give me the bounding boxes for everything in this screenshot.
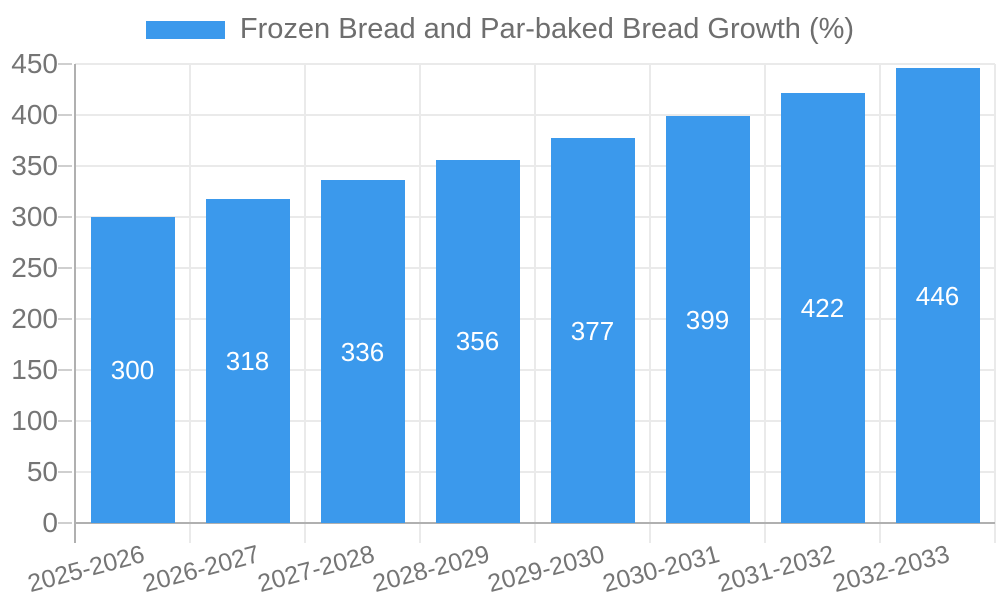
y-axis-tick xyxy=(58,420,72,422)
gridline-horizontal xyxy=(75,216,995,218)
x-axis-label: 2028-2029 xyxy=(369,540,493,599)
y-axis-tick xyxy=(58,267,72,269)
bar[interactable] xyxy=(205,198,290,523)
bar-value-label: 422 xyxy=(800,292,845,323)
x-axis-label: 2027-2028 xyxy=(254,540,378,599)
bar-value-label: 399 xyxy=(685,304,730,335)
gridline-vertical xyxy=(304,64,306,543)
y-axis-tick xyxy=(58,318,72,320)
gridline-vertical xyxy=(534,64,536,543)
legend-item[interactable]: Frozen Bread and Par-baked Bread Growth … xyxy=(145,13,855,46)
y-axis-tick xyxy=(58,471,72,473)
x-axis-line xyxy=(75,522,995,524)
bar[interactable] xyxy=(895,68,980,523)
x-axis-label: 2032-2033 xyxy=(829,540,953,599)
y-axis-tick xyxy=(58,165,72,167)
y-axis-label: 450 xyxy=(11,48,58,79)
y-axis-label: 50 xyxy=(26,456,58,487)
x-axis-label: 2030-2031 xyxy=(599,540,723,599)
legend-label: Frozen Bread and Par-baked Bread Growth … xyxy=(239,13,855,45)
bar[interactable] xyxy=(550,138,635,523)
x-axis-label: 2029-2030 xyxy=(484,540,608,599)
bar-value-label: 336 xyxy=(340,336,385,367)
x-axis-label: 2026-2027 xyxy=(139,540,263,599)
x-axis-label: 2025-2026 xyxy=(24,540,148,599)
bar-value-label: 377 xyxy=(570,315,615,346)
gridline-horizontal xyxy=(75,318,995,320)
y-axis-label: 200 xyxy=(11,303,58,334)
bar[interactable] xyxy=(90,217,175,523)
y-axis-tick xyxy=(58,369,72,371)
y-axis-label: 300 xyxy=(11,201,58,232)
gridline-vertical xyxy=(649,64,651,543)
y-axis-label: 100 xyxy=(11,405,58,436)
y-axis-tick xyxy=(58,216,72,218)
gridline-horizontal xyxy=(75,267,995,269)
y-axis-label: 250 xyxy=(11,252,58,283)
y-axis-tick xyxy=(58,63,72,65)
gridline-vertical xyxy=(879,64,881,543)
bar-value-label: 446 xyxy=(915,280,960,311)
bar-value-label: 300 xyxy=(110,355,155,385)
legend-swatch xyxy=(145,20,225,39)
gridline-vertical xyxy=(764,64,766,543)
gridline-horizontal xyxy=(75,420,995,422)
gridline-horizontal xyxy=(75,63,995,65)
gridline-horizontal xyxy=(75,114,995,116)
y-axis-label: 0 xyxy=(42,507,58,538)
gridline-horizontal xyxy=(75,165,995,167)
gridline-vertical xyxy=(189,64,191,543)
y-axis-tick xyxy=(58,114,72,116)
x-axis-label: 2031-2032 xyxy=(714,540,838,599)
y-axis-tick xyxy=(58,522,72,524)
gridline-horizontal xyxy=(75,369,995,371)
gridline-vertical xyxy=(419,64,421,543)
y-axis-label: 150 xyxy=(11,354,58,385)
bar[interactable] xyxy=(435,159,520,523)
gridline-horizontal xyxy=(75,471,995,473)
bar-value-label: 318 xyxy=(225,345,270,376)
y-axis-label: 400 xyxy=(11,99,58,130)
y-axis-label: 350 xyxy=(11,150,58,181)
gridline-vertical xyxy=(994,64,996,543)
bar-value-label: 356 xyxy=(455,326,500,357)
bar[interactable] xyxy=(780,92,865,523)
y-axis-line xyxy=(74,64,76,543)
chart-legend: Frozen Bread and Par-baked Bread Growth … xyxy=(0,13,1000,46)
bar[interactable] xyxy=(665,116,750,523)
bar[interactable] xyxy=(320,180,405,523)
